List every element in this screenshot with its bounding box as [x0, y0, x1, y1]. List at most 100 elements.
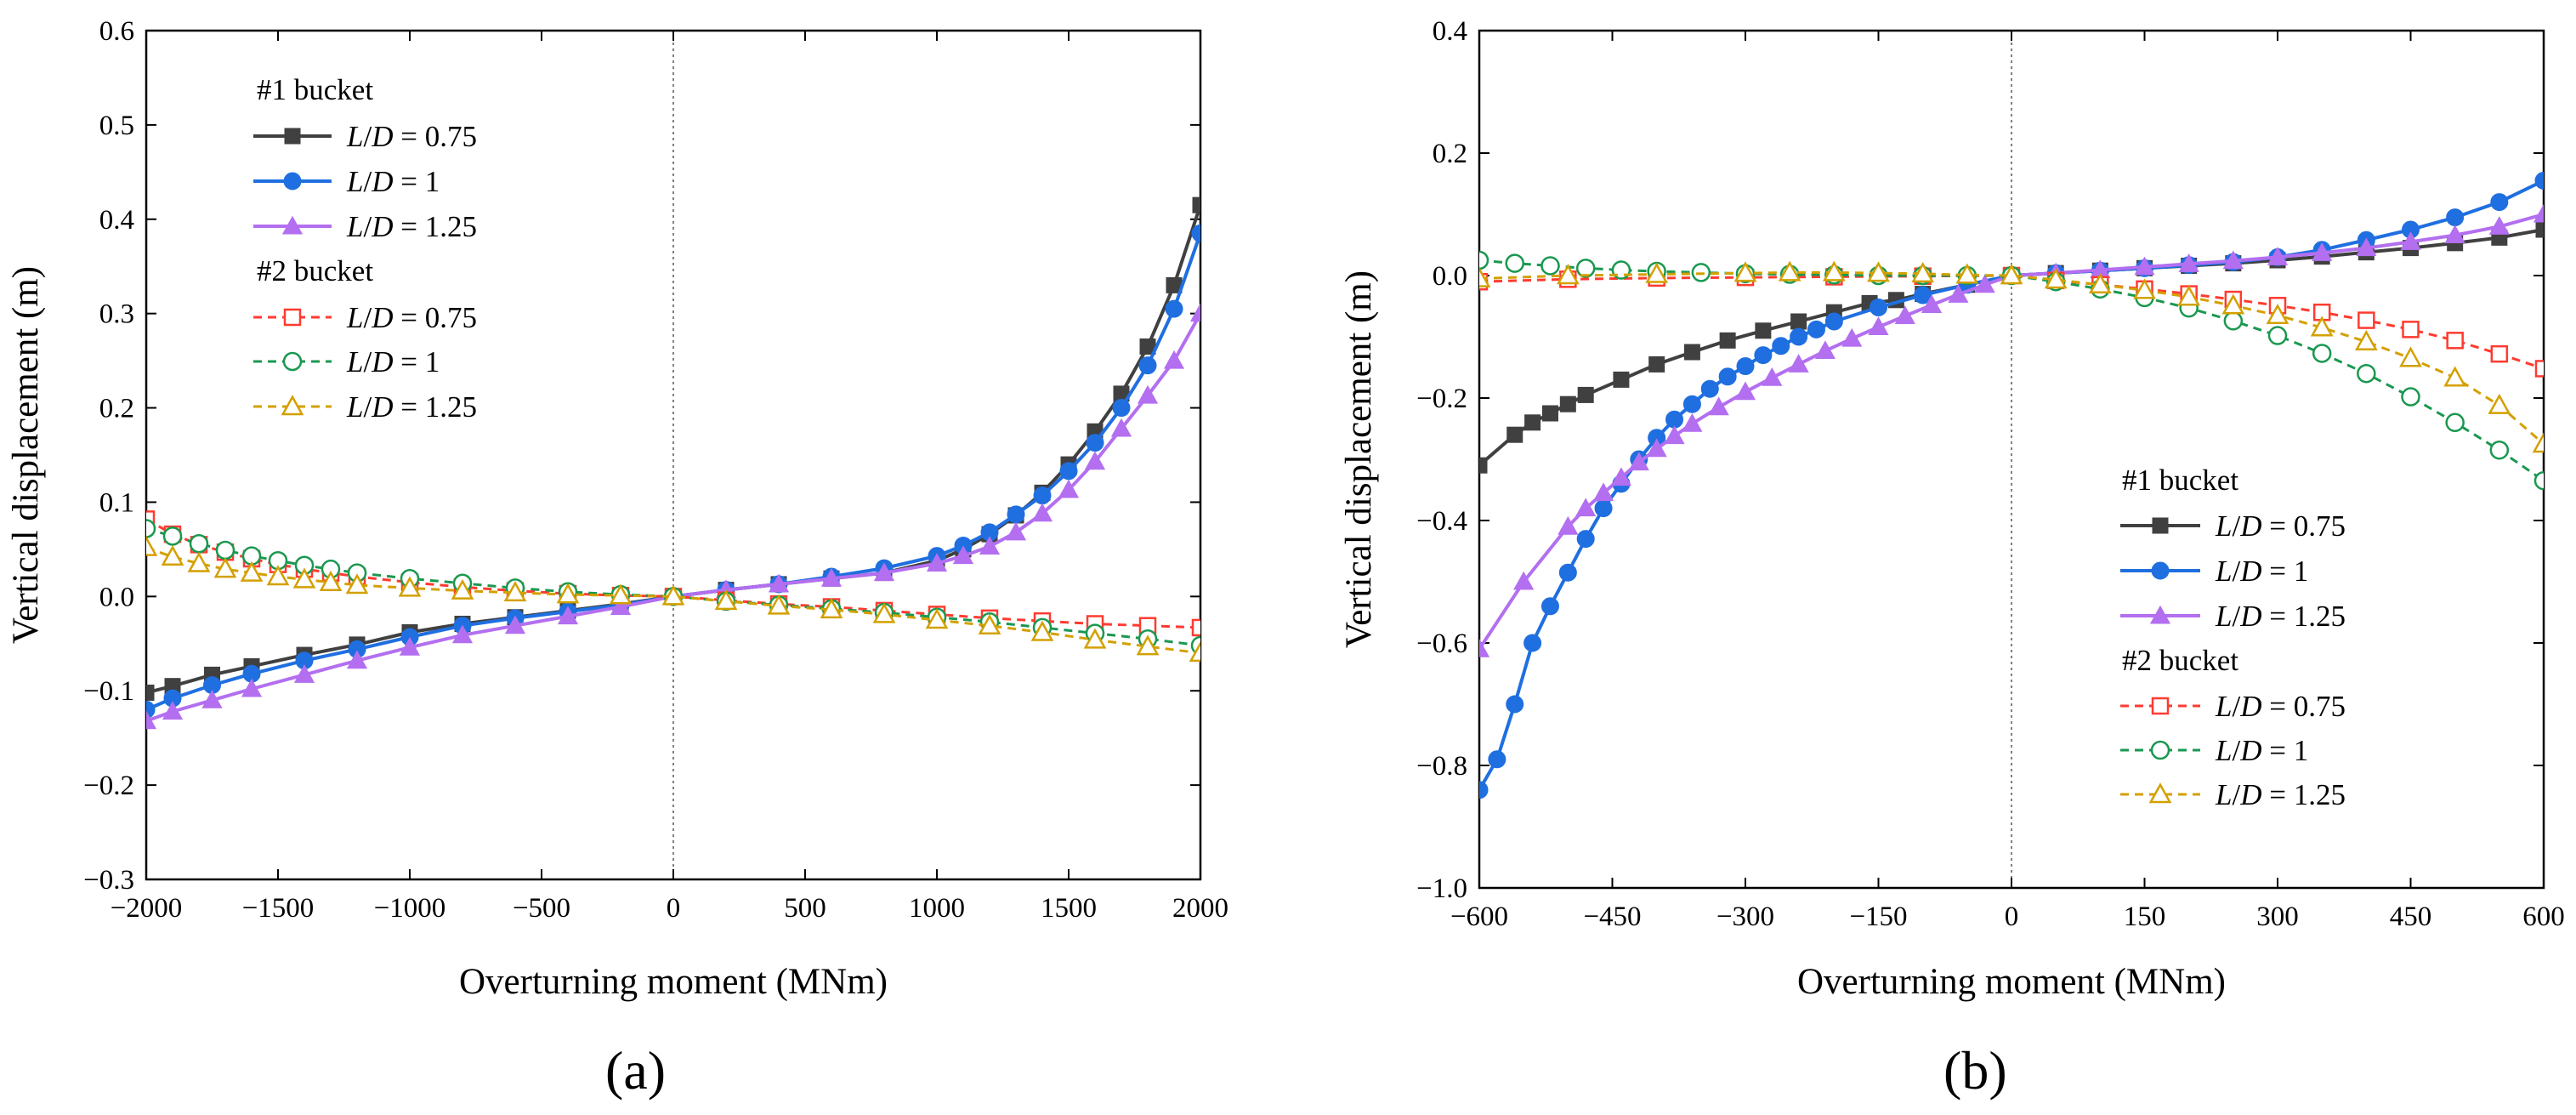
- legend-marker: [281, 215, 304, 235]
- data-point: [1911, 262, 1935, 283]
- data-point: [2267, 326, 2288, 345]
- x-tick-label: −450: [1583, 902, 1641, 932]
- data-point: [1058, 479, 1080, 498]
- y-tick-label: 0.2: [1433, 139, 1467, 169]
- y-tick-label: −0.1: [83, 676, 134, 707]
- data-point: [1007, 505, 1025, 524]
- data-point: [282, 351, 303, 372]
- data-point: [1762, 367, 1783, 386]
- data-point: [451, 624, 474, 644]
- data-point: [1165, 299, 1183, 318]
- legend-marker: [2151, 697, 2170, 715]
- data-point: [146, 510, 156, 528]
- data-point: [2533, 470, 2544, 491]
- data-point: [1736, 357, 1755, 376]
- data-point: [1031, 503, 1053, 522]
- y-tick-label: 0.6: [99, 16, 134, 47]
- data-point: [820, 598, 843, 619]
- data-point: [215, 540, 235, 560]
- y-tick-label: −0.3: [83, 865, 134, 896]
- data-point: [451, 578, 474, 600]
- data-point: [1506, 695, 1524, 714]
- data-point: [609, 583, 633, 605]
- data-point: [161, 544, 184, 566]
- data-point: [2088, 272, 2112, 294]
- data-point: [2178, 253, 2199, 272]
- data-point: [1645, 262, 1669, 283]
- data-point: [146, 700, 156, 719]
- legend-marker: [283, 172, 302, 191]
- legend-item: L/D = 1: [253, 165, 440, 198]
- data-point: [2312, 344, 2332, 363]
- data-point: [2444, 225, 2465, 243]
- data-point: [1577, 386, 1594, 403]
- legend-label: L/D = 0.75: [346, 120, 477, 153]
- data-point: [2356, 237, 2377, 257]
- data-point: [820, 567, 843, 587]
- data-point: [2534, 171, 2544, 190]
- data-point: [1189, 303, 1200, 322]
- data-point: [873, 562, 895, 582]
- data-point: [1488, 750, 1506, 769]
- x-tick-label: 600: [2522, 902, 2565, 932]
- data-point: [2358, 311, 2375, 329]
- x-tick-label: −2000: [111, 893, 183, 924]
- data-point: [2354, 329, 2378, 351]
- data-point: [1576, 530, 1595, 549]
- legend-marker: [2150, 740, 2170, 760]
- data-point: [1084, 451, 1106, 470]
- legend-marker: [2151, 561, 2170, 580]
- data-point: [1086, 434, 1104, 452]
- data-point: [610, 596, 632, 616]
- data-point: [2151, 561, 2170, 580]
- data-point: [1513, 571, 1535, 590]
- x-tick-label: 300: [2256, 902, 2299, 932]
- data-point: [1974, 274, 1995, 293]
- data-point: [2443, 366, 2467, 387]
- y-tick-label: 0.0: [99, 582, 134, 612]
- legend-item: L/D = 0.75: [2120, 690, 2346, 723]
- data-point: [1136, 634, 1160, 656]
- legend-group-title: #1 bucket: [2122, 464, 2238, 497]
- data-point: [1824, 312, 1843, 331]
- legend-label: L/D = 0.75: [2215, 509, 2346, 543]
- data-point: [1191, 224, 1200, 242]
- data-point: [2401, 387, 2420, 407]
- legend-label: L/D = 1.25: [346, 210, 477, 243]
- data-point: [2152, 517, 2169, 534]
- data-point: [146, 519, 156, 538]
- data-point: [1754, 346, 1773, 365]
- data-point: [2533, 203, 2544, 223]
- legend-label: L/D = 0.75: [346, 301, 477, 334]
- data-point: [1191, 618, 1200, 637]
- data-point: [2445, 412, 2465, 433]
- data-point: [2490, 344, 2509, 363]
- legend: #1 bucket L/D = 0.75 L/D = 1 L/D = 1.25 …: [253, 73, 477, 424]
- data-point: [1479, 781, 1489, 799]
- chart-panel-a: −2000 −1500 −1000 −500 0 500 1000 1500 2000 −0.3…: [6, 16, 1228, 1101]
- data-point: [1755, 322, 1772, 339]
- panel-label: (a): [605, 1040, 666, 1101]
- legend-marker: [2149, 605, 2171, 624]
- data-point: [557, 606, 579, 625]
- legend-label: L/D = 1: [2215, 734, 2308, 767]
- y-axis: −0.3 −0.2 −0.1 0.0 0.1 0.2 0.3 0.4 0.5 0.6: [83, 16, 1200, 896]
- data-point: [293, 664, 315, 683]
- data-point: [146, 535, 158, 556]
- data-point: [952, 545, 974, 565]
- data-point: [1083, 628, 1107, 649]
- legend-label: L/D = 0.75: [2215, 690, 2346, 723]
- legend-marker: [282, 351, 303, 372]
- data-point: [241, 678, 263, 697]
- data-point: [2000, 264, 2023, 285]
- data-point: [2133, 278, 2156, 299]
- data-point: [1030, 620, 1054, 641]
- y-tick-label: 0.0: [1433, 261, 1467, 292]
- data-point: [1733, 261, 1757, 282]
- x-tick-label: 2000: [1172, 893, 1228, 924]
- data-point: [2489, 440, 2510, 460]
- data-point: [2534, 360, 2544, 378]
- data-point: [283, 172, 302, 191]
- y-tick-label: −0.6: [1416, 629, 1467, 659]
- data-point: [2312, 242, 2333, 261]
